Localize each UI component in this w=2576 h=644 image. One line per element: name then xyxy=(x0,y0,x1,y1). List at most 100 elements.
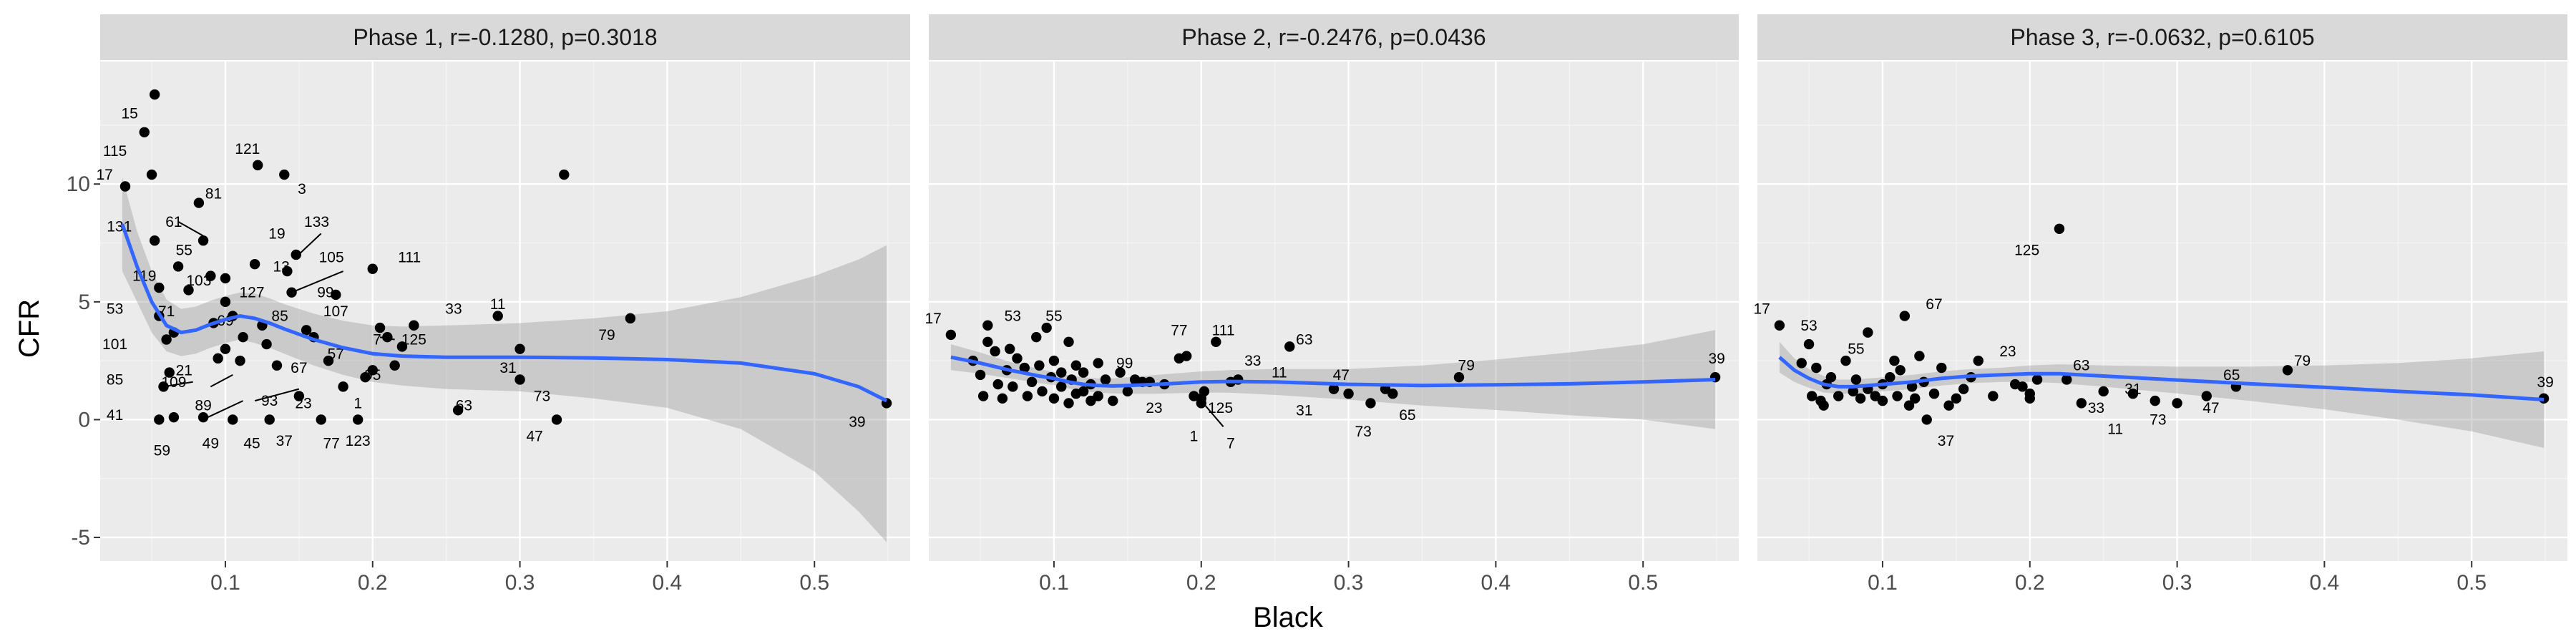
data-point xyxy=(1328,384,1340,394)
point-label: 13 xyxy=(273,258,289,275)
data-point xyxy=(235,355,245,366)
point-label: 131 xyxy=(107,218,132,235)
data-point xyxy=(1774,320,1785,331)
x-tick-label: 0.5 xyxy=(799,571,829,595)
data-point xyxy=(197,235,209,246)
data-point xyxy=(1877,395,1888,406)
point-label: 11 xyxy=(490,296,506,313)
smooth-trend-line xyxy=(1778,356,2545,401)
data-point xyxy=(193,197,205,208)
data-point xyxy=(1063,336,1074,348)
data-point xyxy=(139,127,150,137)
point-label: 109 xyxy=(161,374,186,391)
data-point xyxy=(220,343,231,354)
x-tick-label: 0.5 xyxy=(2457,571,2487,595)
data-point xyxy=(1100,374,1111,385)
data-point xyxy=(1921,414,1932,425)
data-point xyxy=(205,270,216,281)
facet-strip-title: Phase 1, r=-0.1280, p=0.3018 xyxy=(353,24,657,50)
label-leader-line xyxy=(379,336,395,341)
data-point xyxy=(286,287,297,298)
label-leader-line xyxy=(177,221,204,237)
point-label: 15 xyxy=(121,105,137,122)
data-point xyxy=(1070,360,1082,371)
y-axis-ticks: -5 0 5 10 xyxy=(67,172,100,550)
data-point xyxy=(1818,400,1829,411)
x-tick-label: 0.1 xyxy=(210,571,240,595)
data-point xyxy=(1833,391,1844,401)
x-tick-label: 0.1 xyxy=(1868,571,1898,595)
point-label: 1 xyxy=(1190,429,1199,445)
point-label: 61 xyxy=(165,214,182,230)
data-point xyxy=(323,355,334,366)
data-point xyxy=(992,379,1003,390)
point-label: 11 xyxy=(2107,421,2123,438)
x-tick-label: 0.3 xyxy=(505,571,535,595)
data-point xyxy=(2172,398,2182,409)
data-point xyxy=(1019,362,1030,374)
data-point xyxy=(1855,393,1866,404)
point-label: 101 xyxy=(102,336,127,353)
point-label: 3 xyxy=(298,181,306,197)
data-point xyxy=(149,235,160,246)
data-point xyxy=(1806,391,1818,401)
x-tick-label: 0.4 xyxy=(1481,571,1511,595)
smooth-trend-line xyxy=(950,355,1716,388)
data-point xyxy=(164,367,175,378)
label-leader-line xyxy=(254,388,300,402)
point-label: 107 xyxy=(323,303,348,320)
confidence-ribbon xyxy=(950,330,1716,429)
data-point xyxy=(146,169,157,180)
data-point xyxy=(282,265,293,277)
data-point xyxy=(1037,386,1048,397)
data-point xyxy=(1988,391,1999,401)
x-tick-label: 0.2 xyxy=(1186,571,1216,595)
point-label: 31 xyxy=(1296,402,1312,419)
data-point xyxy=(990,346,1000,357)
point-label: 37 xyxy=(1938,433,1954,449)
point-label: 39 xyxy=(2537,374,2553,391)
data-point xyxy=(367,263,378,274)
data-point xyxy=(2098,386,2109,397)
data-point xyxy=(1012,353,1023,364)
point-label: 65 xyxy=(2223,367,2240,384)
point-label: 93 xyxy=(261,393,278,409)
point-label: 103 xyxy=(186,273,211,289)
point-label: 53 xyxy=(1005,308,1021,325)
data-point xyxy=(1181,351,1192,361)
data-point xyxy=(2201,391,2212,401)
facet-panel-3: Phase 3, r=-0.0632, p=0.6105 17 53 55 67 23 12… xyxy=(1753,14,2567,595)
facet-strip-title: Phase 2, r=-0.2476, p=0.0436 xyxy=(1181,24,1485,50)
data-point xyxy=(1022,391,1033,401)
data-point xyxy=(1387,389,1398,399)
point-label: 85 xyxy=(107,371,123,388)
x-axis-title: Black xyxy=(1253,602,1324,633)
data-point xyxy=(1056,367,1067,378)
data-point xyxy=(1848,386,1858,397)
data-point xyxy=(1899,311,1911,321)
data-point xyxy=(271,360,283,371)
data-point xyxy=(1343,389,1354,399)
facet-strip-title: Phase 3, r=-0.0632, p=0.6105 xyxy=(2010,24,2314,50)
data-point xyxy=(492,311,503,321)
point-label: 105 xyxy=(319,249,344,265)
data-point xyxy=(1958,384,1969,394)
data-point xyxy=(1008,381,1018,392)
panel-background xyxy=(1757,62,2567,561)
data-point xyxy=(1951,393,1962,404)
data-point xyxy=(154,414,165,425)
data-point xyxy=(1048,393,1060,404)
data-point xyxy=(1211,336,1221,348)
label-leader-line xyxy=(210,374,233,388)
data-point xyxy=(1870,391,1880,401)
point-label: 33 xyxy=(1244,353,1261,369)
data-point xyxy=(1063,398,1074,409)
point-label: 99 xyxy=(1116,355,1133,371)
point-label: 1 xyxy=(353,395,362,411)
point-label: 17 xyxy=(924,311,941,327)
data-point xyxy=(514,374,525,385)
data-point xyxy=(1825,371,1837,383)
point-label: 21 xyxy=(176,362,192,379)
